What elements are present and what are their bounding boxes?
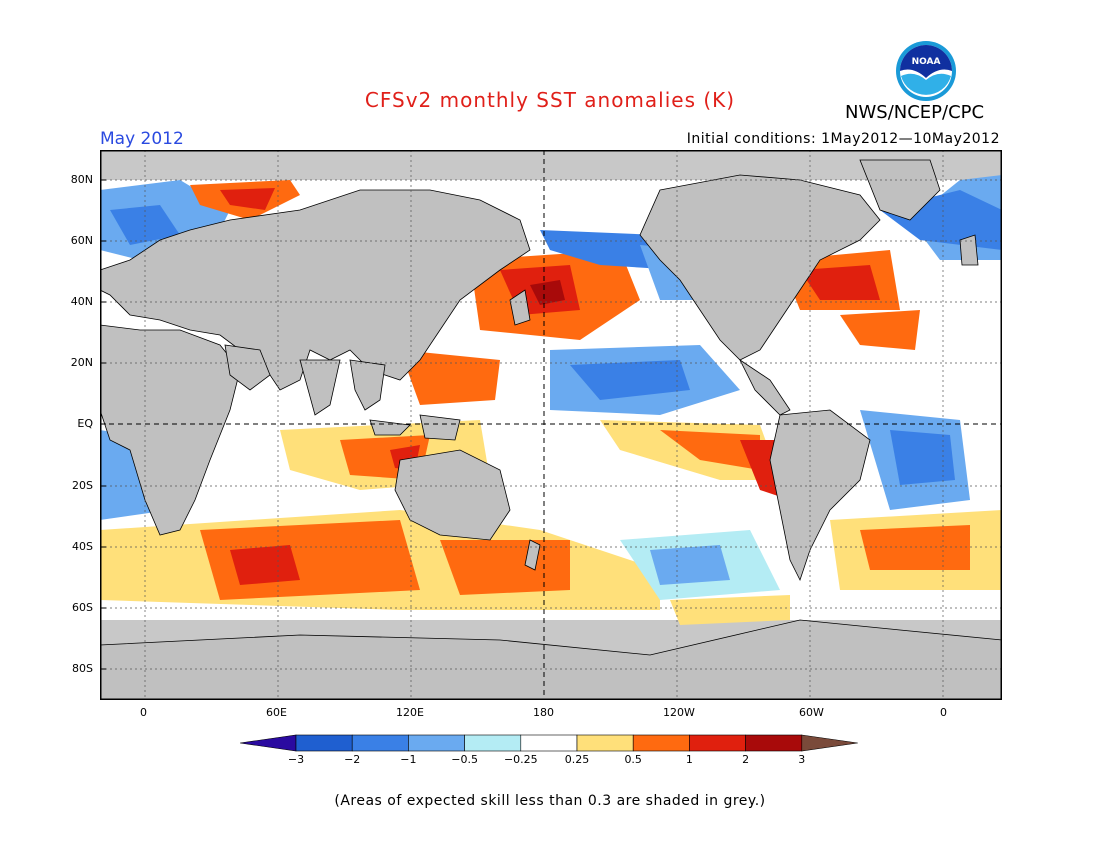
- svg-text:NOAA: NOAA: [912, 57, 941, 67]
- colorbar-cell: [745, 734, 803, 752]
- anomaly-patches: [100, 175, 1002, 625]
- grid-lines: [100, 150, 1002, 700]
- colorbar-label: −3: [287, 753, 305, 766]
- colorbar: [240, 734, 858, 752]
- axis-ticks: [100, 179, 106, 670]
- colorbar-label: −0.5: [451, 753, 478, 766]
- y-tick-label: 60S: [72, 601, 93, 614]
- x-tick-label: 60E: [266, 706, 287, 719]
- colorbar-label: 1: [685, 753, 693, 766]
- month-label: May 2012: [100, 129, 184, 149]
- y-tick-label: 60N: [70, 234, 93, 247]
- map-title: CFSv2 monthly SST anomalies (K): [364, 88, 736, 112]
- colorbar-label: 0.5: [624, 753, 642, 766]
- colorbar-label: 0.25: [564, 753, 590, 766]
- colorbar-cell: [408, 734, 465, 752]
- colorbar-label: −1: [400, 753, 417, 766]
- landmasses: [100, 159, 1002, 700]
- colorbar-cell: [464, 734, 522, 752]
- colorbar-cell: [632, 734, 690, 752]
- colorbar-cell: [295, 734, 353, 752]
- colorbar-cell: [520, 734, 578, 752]
- agency-label: NWS/NCEP/CPC: [845, 102, 985, 123]
- x-tick-label: 0: [940, 706, 947, 719]
- x-tick-label: 120E: [396, 706, 424, 719]
- y-tick-label: 40N: [70, 295, 93, 308]
- noaa-logo-icon: NOAA: [896, 41, 956, 101]
- colorbar-min-arrow: [240, 734, 297, 752]
- y-tick-label: 20N: [70, 356, 93, 369]
- initial-conditions-label: Initial conditions: 1May2012—10May2012: [686, 131, 1000, 147]
- reference-lines: [100, 150, 1002, 700]
- y-tick-label: 40S: [72, 540, 93, 553]
- skill-note: (Areas of expected skill less than 0.3 a…: [334, 793, 766, 809]
- colorbar-label: −0.25: [503, 753, 538, 766]
- skill-grey-north: [100, 150, 1002, 180]
- y-tick-label: 20S: [72, 479, 93, 492]
- x-tick-label: 0: [140, 706, 147, 719]
- y-tick-label: EQ: [77, 417, 93, 430]
- colorbar-cell: [689, 734, 746, 752]
- x-tick-label: 180: [533, 706, 554, 719]
- x-tick-label: 120W: [663, 706, 695, 719]
- y-tick-label: 80N: [70, 173, 93, 186]
- y-tick-label: 80S: [72, 662, 93, 675]
- colorbar-label: 2: [742, 753, 750, 766]
- colorbar-cell: [576, 734, 634, 752]
- sst-anomaly-map: [100, 150, 1002, 700]
- map-frame: [100, 150, 1002, 700]
- colorbar-label: 3: [798, 753, 806, 766]
- colorbar-label: −2: [344, 753, 361, 766]
- colorbar-cell: [351, 734, 409, 752]
- x-tick-label: 60W: [799, 706, 824, 719]
- colorbar-max-arrow: [801, 734, 858, 752]
